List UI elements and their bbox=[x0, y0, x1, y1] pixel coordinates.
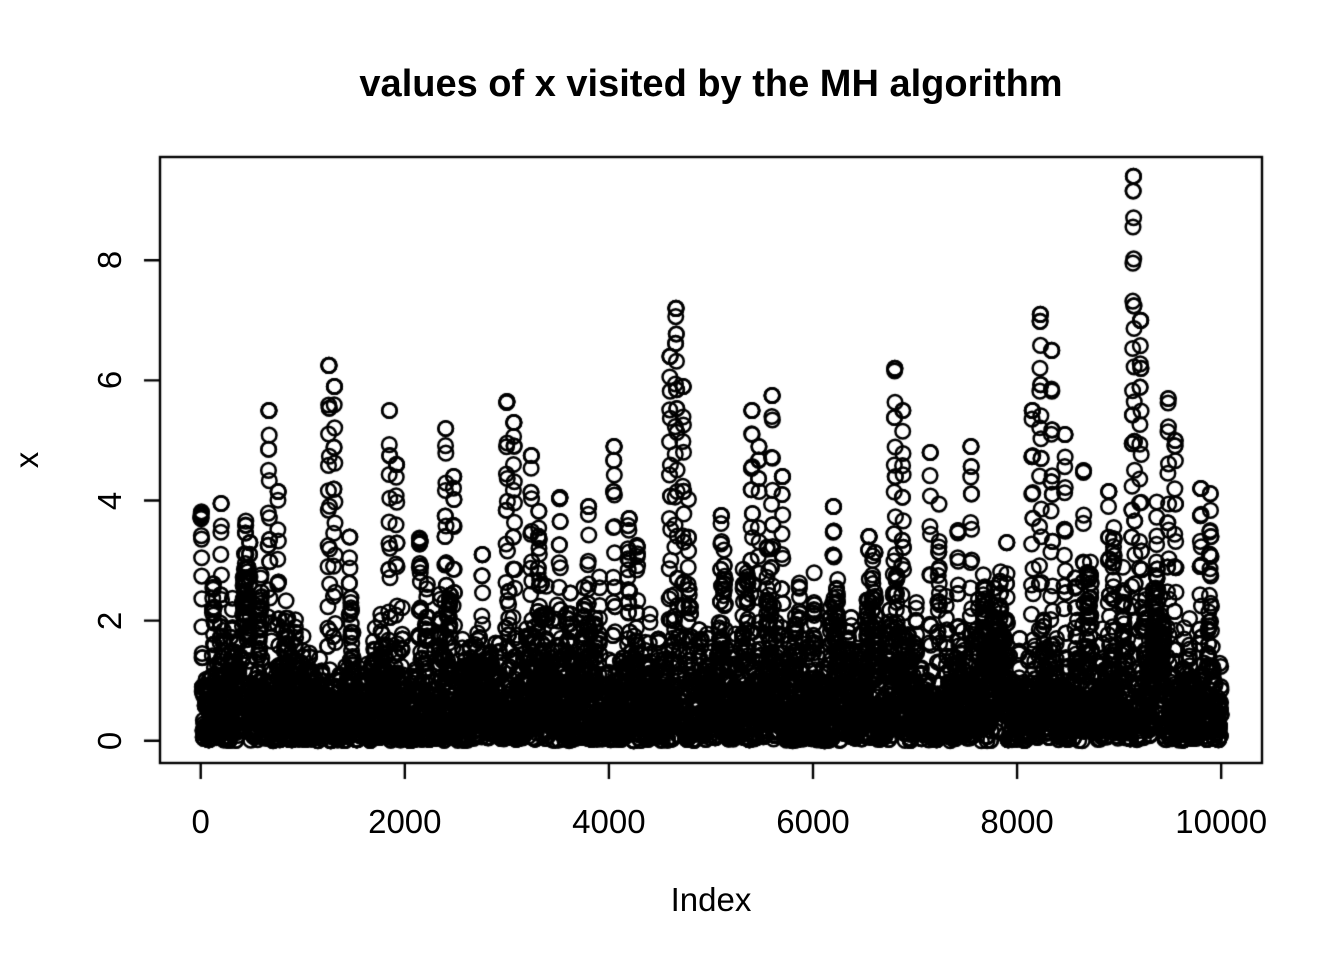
y-tick-label: 2 bbox=[91, 611, 128, 630]
x-tick-label: 6000 bbox=[776, 803, 850, 840]
y-tick-label: 4 bbox=[91, 491, 128, 510]
y-tick-label: 8 bbox=[91, 251, 128, 270]
x-axis-label: Index bbox=[670, 881, 752, 918]
x-tick-label: 8000 bbox=[980, 803, 1054, 840]
y-tick-label: 6 bbox=[91, 371, 128, 390]
chart-title: values of x visited by the MH algorithm bbox=[359, 63, 1063, 105]
x-tick-label: 10000 bbox=[1175, 803, 1268, 840]
y-tick-label: 0 bbox=[91, 731, 128, 750]
x-tick-label: 4000 bbox=[572, 803, 646, 840]
x-tick-label: 2000 bbox=[368, 803, 442, 840]
x-tick-label: 0 bbox=[191, 803, 210, 840]
y-axis-label: x bbox=[8, 451, 45, 469]
